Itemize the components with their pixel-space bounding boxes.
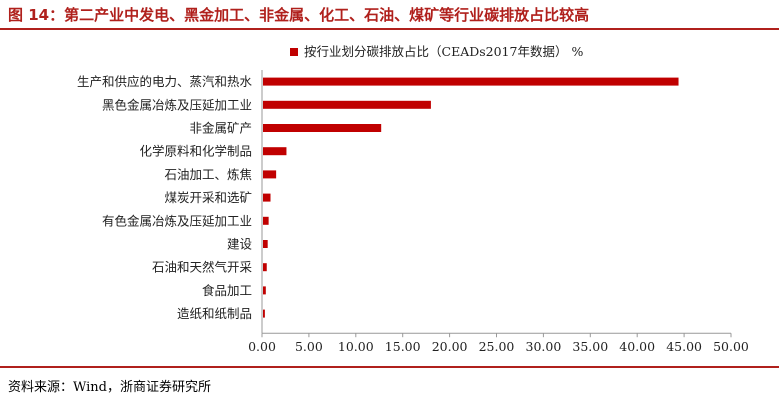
bar-series <box>263 77 679 318</box>
x-tick-label: 40.00 <box>619 339 655 354</box>
x-tick-label: 20.00 <box>432 339 468 354</box>
bar <box>263 124 382 132</box>
bar <box>263 147 287 156</box>
x-tick-label: 35.00 <box>572 339 608 354</box>
source-note: 资料来源：Wind，浙商证券研究所 <box>8 380 211 395</box>
bar <box>263 309 265 318</box>
x-tick-label: 50.00 <box>713 339 749 354</box>
bar <box>263 240 268 248</box>
bar <box>263 216 269 225</box>
bar <box>263 263 267 272</box>
legend-label: 按行业划分碳排放占比（CEADs2017年数据） % <box>304 44 583 59</box>
category-label: 生产和供应的电力、蒸汽和热水 <box>77 74 253 89</box>
x-tick-label: 0.00 <box>248 339 276 354</box>
footer-divider <box>0 366 779 368</box>
category-label: 化学原料和化学制品 <box>139 144 252 159</box>
x-tick-label: 45.00 <box>666 339 702 354</box>
bar <box>263 286 266 295</box>
category-label: 有色金属冶炼及压延加工业 <box>102 213 252 228</box>
figure-title: 图 14：第二产业中发电、黑金加工、非金属、化工、石油、煤矿等行业碳排放占比较高 <box>8 6 590 24</box>
category-label: 非金属矿产 <box>189 121 252 136</box>
legend-swatch <box>290 48 298 56</box>
bar <box>263 193 271 202</box>
category-axis-labels: 生产和供应的电力、蒸汽和热水黑色金属冶炼及压延加工业非金属矿产化学原料和化学制品… <box>77 74 253 321</box>
category-label: 造纸和纸制品 <box>177 306 252 321</box>
category-label: 石油加工、炼焦 <box>164 167 252 182</box>
category-label: 食品加工 <box>202 283 252 298</box>
bar <box>263 77 679 86</box>
x-tick-label: 30.00 <box>526 339 562 354</box>
title-divider <box>0 28 779 30</box>
category-label: 石油和天然气开采 <box>152 260 253 275</box>
category-label: 煤炭开采和选矿 <box>164 190 252 205</box>
bar-chart: 按行业划分碳排放占比（CEADs2017年数据） % 生产和供应的电力、蒸汽和热… <box>77 44 749 354</box>
category-label: 黑色金属冶炼及压延加工业 <box>102 97 252 112</box>
category-label: 建设 <box>227 237 253 252</box>
x-tick-label: 25.00 <box>479 339 515 354</box>
x-tick-label: 10.00 <box>338 339 374 354</box>
bar <box>263 100 431 109</box>
chart-legend: 按行业划分碳排放占比（CEADs2017年数据） % <box>290 44 583 59</box>
bar <box>263 170 277 179</box>
x-tick-label: 15.00 <box>385 339 421 354</box>
x-tick-label: 5.00 <box>295 339 323 354</box>
x-axis-ticks: 0.00 5.00 10.00 15.00 20.00 25.00 30.00 35.00 40… <box>248 333 749 354</box>
